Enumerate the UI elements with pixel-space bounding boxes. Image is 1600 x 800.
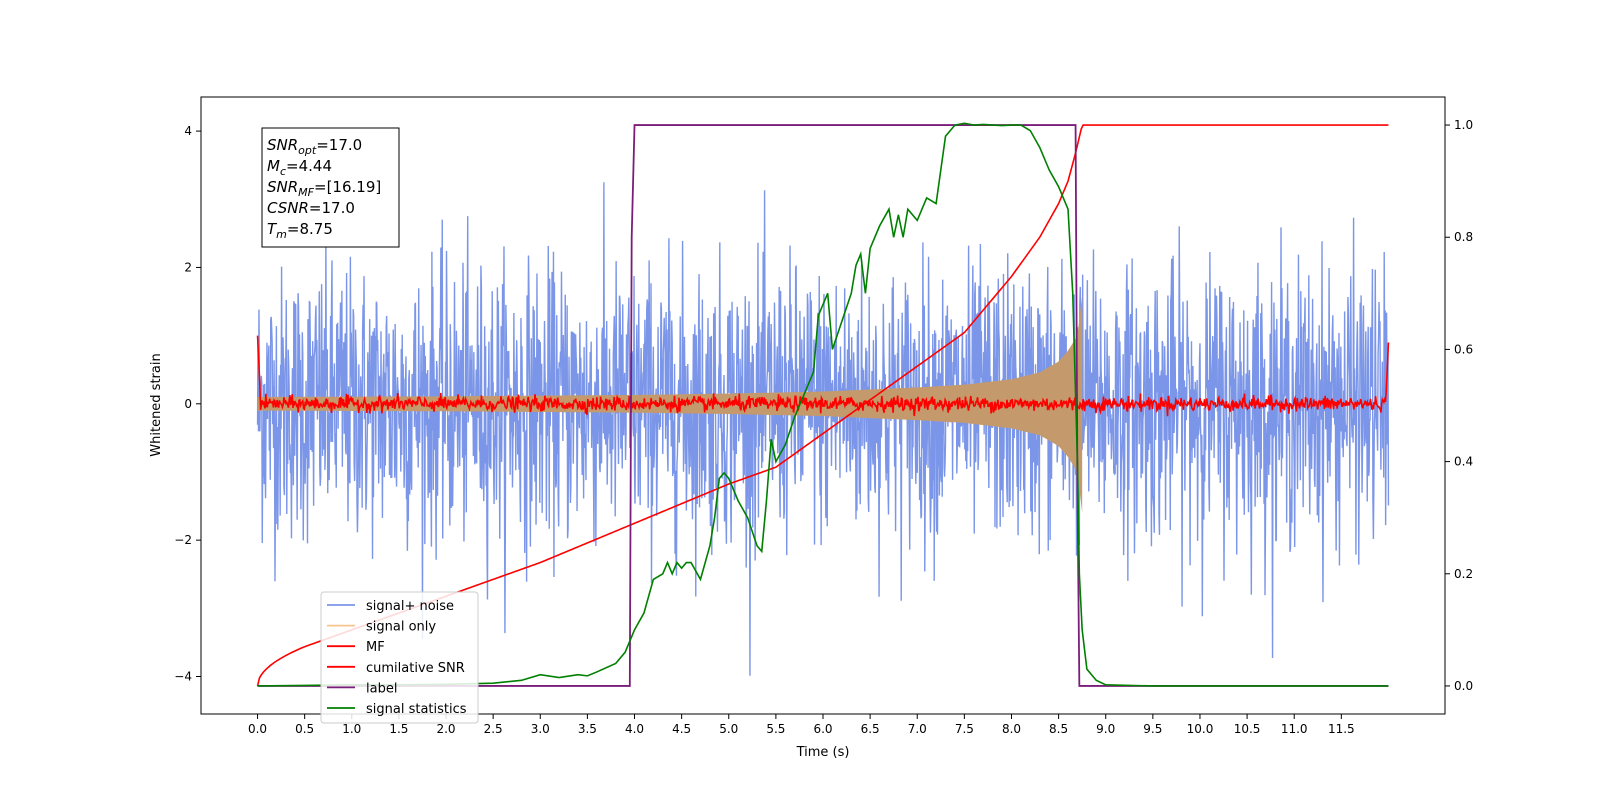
x-tick-label: 10.5 (1234, 722, 1261, 736)
x-tick-label: 7.5 (955, 722, 974, 736)
legend-label: label (366, 681, 397, 696)
y-axis-label: Whitened strain (149, 353, 164, 456)
x-tick-label: 6.5 (861, 722, 880, 736)
legend-label: cumilative SNR (366, 661, 465, 676)
series-mf (256, 335, 1390, 417)
legend-label: MF (366, 640, 385, 655)
x-tick-label: 8.0 (1002, 722, 1021, 736)
annotation-box: SNRopt=17.0Mc=4.44SNRMF=[16.19]CSNR=17.0… (261, 127, 400, 248)
annotation-line: Mc=4.44 (267, 157, 332, 178)
x-tick-label: 0.0 (248, 722, 267, 736)
axes: 0.0 0.5 1.0 1.5 2.0 2.5 3.0 3.5 4.0 4.5 5.0 5.5 6.0 6… (174, 118, 1473, 736)
x-tick-label: 0.5 (295, 722, 314, 736)
x-tick-label: 3.0 (531, 722, 550, 736)
x-tick-label: 1.5 (389, 722, 408, 736)
x-tick-label: 7.0 (908, 722, 927, 736)
x-tick-label: 4.5 (672, 722, 691, 736)
y-tick-label: 4 (184, 124, 192, 138)
y2-tick-label: 0.4 (1454, 455, 1473, 469)
x-tick-label: 9.5 (1143, 722, 1162, 736)
x-tick-label: 9.0 (1096, 722, 1115, 736)
y2-tick-label: 0.2 (1454, 567, 1473, 581)
annotation-line: Tm=8.75 (267, 220, 333, 241)
y2-tick-label: 0.0 (1454, 679, 1473, 693)
legend-frame (320, 591, 479, 724)
x-tick-label: 5.0 (719, 722, 738, 736)
y-tick-label: 2 (184, 260, 192, 274)
annotation-line: CSNR=17.0 (267, 199, 355, 217)
x-tick-label: 11.5 (1328, 722, 1355, 736)
x-tick-label: 10.0 (1187, 722, 1214, 736)
y-tick-label: −4 (174, 670, 192, 684)
series-signal-statistics (257, 122, 1389, 687)
x-tick-label: 1.0 (342, 722, 361, 736)
x-tick-label: 11.0 (1281, 722, 1308, 736)
annotation-line: SNRopt=17.0 (267, 136, 362, 157)
x-tick-label: 5.5 (766, 722, 785, 736)
x-tick-label: 2.0 (436, 722, 455, 736)
legend-label: signal+ noise (366, 599, 454, 614)
legend-label: signal only (366, 620, 436, 635)
series-label (257, 124, 1389, 687)
x-tick-label: 8.5 (1049, 722, 1068, 736)
x-tick-label: 2.5 (484, 722, 503, 736)
annotation-line: SNRMF=[16.19] (267, 178, 381, 199)
y-tick-label: 0 (184, 397, 192, 411)
y-tick-label: −2 (174, 533, 192, 547)
legend-label: signal statistics (366, 702, 467, 717)
x-tick-label: 6.0 (813, 722, 832, 736)
x-tick-label: 3.5 (578, 722, 597, 736)
y2-tick-label: 1.0 (1454, 118, 1473, 132)
annotation-frame (261, 127, 400, 248)
y2-tick-label: 0.8 (1454, 230, 1473, 244)
x-axis-label: Time (s) (796, 745, 850, 760)
y2-tick-label: 0.6 (1454, 342, 1473, 356)
legend: signal+ noise signal only MF cumilative SNR… (320, 591, 479, 724)
x-tick-label: 4.0 (625, 722, 644, 736)
